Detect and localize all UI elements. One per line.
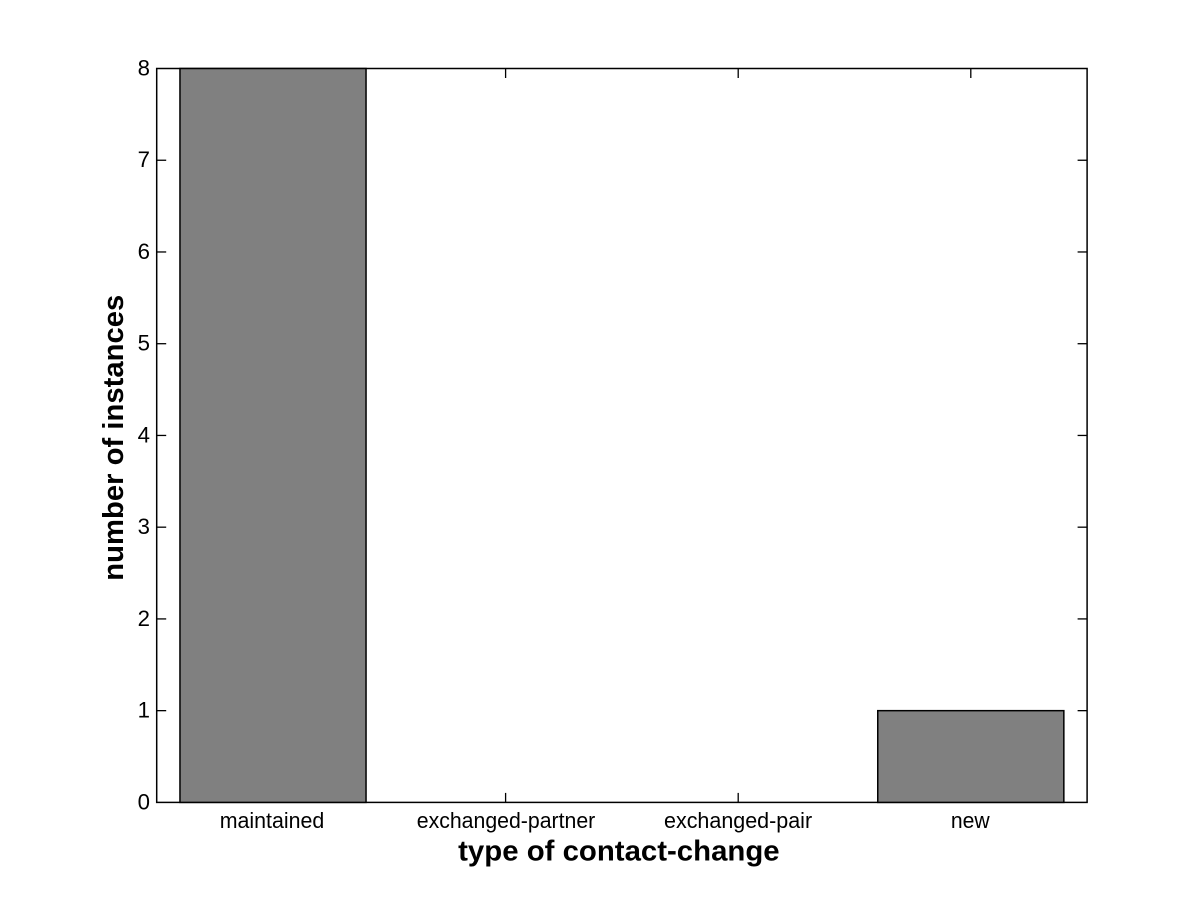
svg-text:8: 8 xyxy=(138,56,150,81)
svg-text:1: 1 xyxy=(138,698,150,723)
svg-text:exchanged-pair: exchanged-pair xyxy=(664,808,813,833)
svg-text:5: 5 xyxy=(138,331,150,356)
svg-text:exchanged-partner: exchanged-partner xyxy=(417,808,596,833)
svg-text:7: 7 xyxy=(138,147,150,172)
svg-text:2: 2 xyxy=(138,606,150,631)
svg-text:maintained: maintained xyxy=(220,808,325,833)
svg-text:new: new xyxy=(951,808,991,833)
svg-text:4: 4 xyxy=(138,422,150,447)
svg-text:type of contact-change: type of contact-change xyxy=(458,836,780,868)
svg-text:0: 0 xyxy=(138,789,150,814)
svg-text:3: 3 xyxy=(138,514,150,539)
svg-text:number of instances: number of instances xyxy=(98,295,130,581)
svg-text:6: 6 xyxy=(138,239,150,264)
